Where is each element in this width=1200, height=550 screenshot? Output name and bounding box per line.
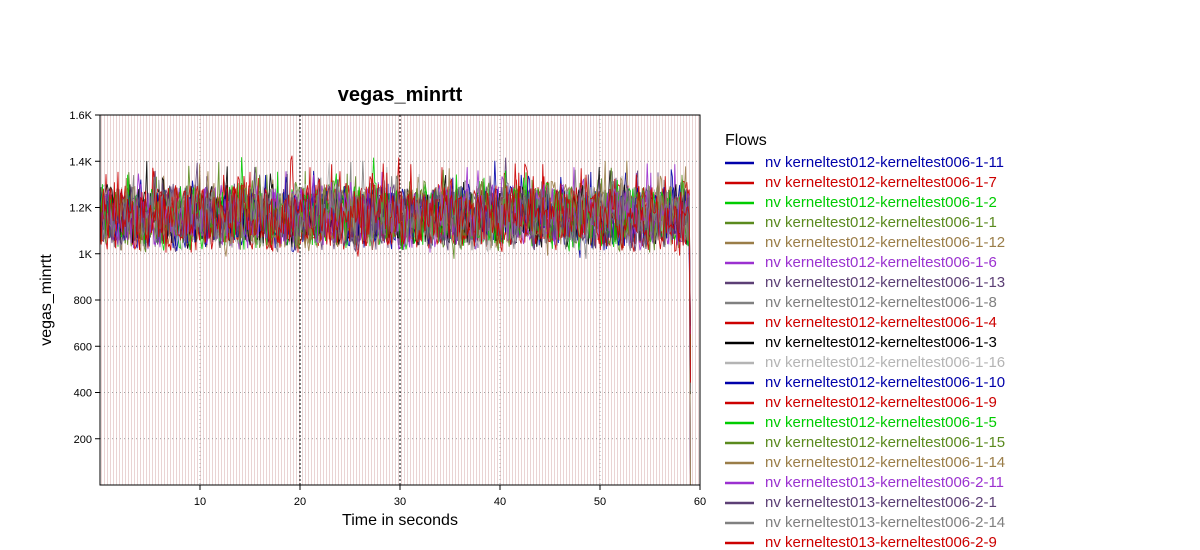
legend-item-label: nv kerneltest012-kerneltest006-1-1 — [765, 214, 997, 231]
legend-item-label: nv kerneltest012-kerneltest006-1-8 — [765, 294, 997, 311]
chart-title: vegas_minrtt — [338, 84, 463, 106]
legend-item-label: nv kerneltest013-kerneltest006-2-11 — [765, 474, 1004, 491]
y-tick-label: 400 — [74, 388, 92, 400]
series-line — [99, 167, 691, 335]
legend-item-label: nv kerneltest012-kerneltest006-1-11 — [765, 154, 1004, 171]
legend: Flows nv kerneltest012-kerneltest006-1-1… — [725, 132, 1005, 550]
legend-item-label: nv kerneltest013-kerneltest006-2-9 — [765, 534, 997, 550]
legend-item-label: nv kerneltest012-kerneltest006-1-4 — [765, 314, 997, 331]
legend-title: Flows — [725, 132, 767, 149]
y-tick-label: 800 — [74, 295, 92, 307]
x-tick-label: 60 — [694, 496, 706, 508]
x-tick-label: 10 — [194, 496, 206, 508]
y-tick-label: 1K — [79, 249, 93, 261]
legend-item-label: nv kerneltest013-kerneltest006-2-14 — [765, 514, 1005, 531]
legend-item-label: nv kerneltest012-kerneltest006-1-7 — [765, 174, 997, 191]
x-tick-label: 40 — [494, 496, 506, 508]
plot-area: 200 400 600 800 1K 1.2K 1.4K 1.6K 10 20 30 40 50 60 — [69, 110, 706, 508]
x-axis-label: Time in seconds — [342, 512, 458, 529]
legend-item-label: nv kerneltest012-kerneltest006-1-3 — [765, 334, 997, 351]
y-tick-label: 200 — [74, 434, 92, 446]
x-tick-label: 20 — [294, 496, 306, 508]
series-line — [99, 160, 691, 392]
series-line — [99, 163, 691, 369]
y-tick-label: 1.4K — [69, 156, 92, 168]
legend-item-label: nv kerneltest013-kerneltest006-2-1 — [765, 494, 997, 511]
legend-item-label: nv kerneltest012-kerneltest006-1-6 — [765, 254, 997, 271]
legend-item-label: nv kerneltest012-kerneltest006-1-16 — [765, 354, 1005, 371]
legend-item-label: nv kerneltest012-kerneltest006-1-5 — [765, 414, 997, 431]
legend-item-label: nv kerneltest012-kerneltest006-1-14 — [765, 454, 1005, 471]
legend-item-label: nv kerneltest012-kerneltest006-1-13 — [765, 274, 1005, 291]
legend-item-label: nv kerneltest012-kerneltest006-1-15 — [765, 434, 1005, 451]
y-axis-label: vegas_minrtt — [38, 254, 55, 346]
y-tick-label: 600 — [74, 341, 92, 353]
x-tick-label: 30 — [394, 496, 406, 508]
series-line — [99, 163, 691, 383]
legend-item-label: nv kerneltest012-kerneltest006-1-9 — [765, 394, 997, 411]
legend-item-label: nv kerneltest012-kerneltest006-1-2 — [765, 194, 997, 211]
legend-item-label: nv kerneltest012-kerneltest006-1-10 — [765, 374, 1005, 391]
x-tick-label: 50 — [594, 496, 606, 508]
legend-item-label: nv kerneltest012-kerneltest006-1-12 — [765, 234, 1005, 251]
y-tick-label: 1.2K — [69, 203, 92, 215]
y-tick-label: 1.6K — [69, 110, 92, 122]
